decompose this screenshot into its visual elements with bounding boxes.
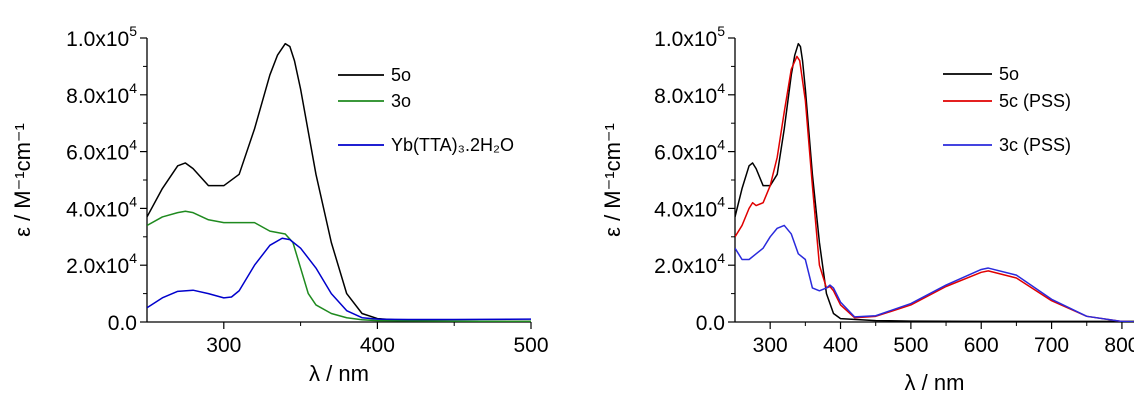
series-line-3 (735, 224, 1134, 322)
y-tick-label: 8.0x104 (66, 80, 137, 108)
legend-label: 3c (PSS) (999, 135, 1071, 155)
series-line-3 (147, 237, 531, 321)
x-tick-label: 700 (1034, 334, 1069, 357)
y-tick-label: 4.0x104 (66, 193, 137, 221)
x-tick-label: 300 (753, 334, 788, 357)
x-tick-label: 500 (513, 334, 548, 357)
x-axis-label: λ / nm (905, 370, 965, 394)
y-tick-label: 0.0 (696, 312, 725, 335)
legend-label: 5o (999, 64, 1019, 84)
y-tick-label: 1.0x105 (654, 23, 725, 51)
x-tick-label: 300 (206, 334, 241, 357)
y-tick-label: 0.0 (108, 312, 137, 335)
series-line-1 (147, 42, 531, 322)
legend: 5o 5c (PSS) 3c (PSS) (943, 64, 1071, 155)
y-tick-label: 2.0x104 (654, 250, 725, 278)
y-tick-label: 8.0x104 (654, 80, 725, 108)
y-axis-label: ε / M⁻¹cm⁻¹ (600, 123, 625, 237)
series-line-2 (735, 55, 1134, 322)
x-tick-label: 600 (964, 334, 999, 357)
y-tick-label: 6.0x104 (654, 137, 725, 165)
y-axis-label: ε / M⁻¹cm⁻¹ (10, 123, 35, 237)
legend-label: 5o (391, 65, 411, 85)
y-tick-label: 6.0x104 (66, 137, 137, 165)
x-tick-label: 500 (893, 334, 928, 357)
x-tick-label: 800 (1104, 334, 1134, 357)
y-tick-label: 4.0x104 (654, 193, 725, 221)
legend: 5o 3o Yb(TTA)₃.2H₂O (338, 65, 514, 155)
legend-label: Yb(TTA)₃.2H₂O (391, 135, 514, 155)
x-tick-label: 400 (823, 334, 858, 357)
y-tick-label: 2.0x104 (66, 250, 137, 278)
y-tick-label: 1.0x105 (66, 23, 137, 51)
chart-panel-1: 300 400 500 0.0 2.0x104 4.0x104 6.0x104 8.0x104… (10, 23, 549, 386)
series-line-1 (735, 42, 1134, 322)
legend-label: 5c (PSS) (999, 91, 1071, 111)
chart-panel-2: 300 400 500 600 700 800 0.0 2.0x104 4.0x104 6.0x1… (600, 23, 1134, 394)
series-line-2 (147, 210, 531, 322)
x-tick-label: 400 (360, 334, 395, 357)
x-axis-label: λ / nm (309, 361, 369, 386)
legend-label: 3o (391, 91, 411, 111)
